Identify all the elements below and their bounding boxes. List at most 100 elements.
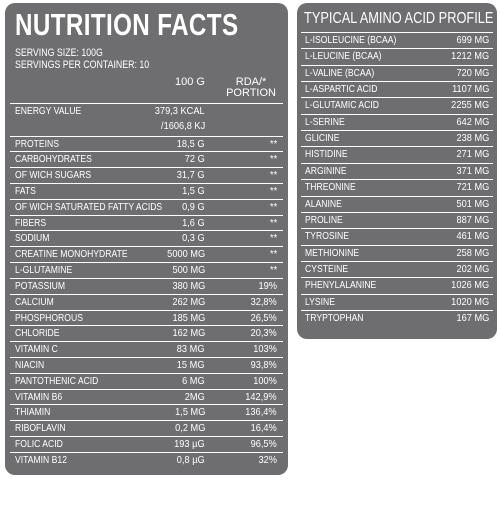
table-row: VITAMIN C 83 MG 103% <box>10 341 283 358</box>
row-name: ALANINE <box>305 197 342 210</box>
table-row: ALANINE 501 MG <box>301 195 493 213</box>
row-value: 162 MG <box>172 327 205 340</box>
column-header-rda-line1: RDA/* <box>235 76 267 88</box>
row-value: 500 MG <box>172 264 205 277</box>
nutrition-facts-title: NUTRITION FACTS <box>15 7 239 42</box>
row-name: VITAMIN B6 <box>15 390 63 403</box>
row-name: VITAMIN B12 <box>15 453 67 466</box>
row-name: FIBERS <box>15 216 47 229</box>
row-value: 31,7 G <box>177 169 205 182</box>
row-name: POTASSIUM <box>15 279 66 292</box>
row-rda: 100% <box>253 374 277 387</box>
row-name: L-GLUTAMIC ACID <box>305 99 379 112</box>
row-name: OF WICH SATURATED FATTY ACIDS <box>15 200 163 213</box>
table-row: VITAMIN B12 0,8 µG 32% <box>10 451 283 469</box>
row-value: 1107 MG <box>451 83 489 96</box>
row-rda: 32,8% <box>250 295 277 308</box>
row-rda: 26,5% <box>250 311 277 324</box>
table-row: LYSINE 1020 MG <box>301 293 493 311</box>
row-value: 167 MG <box>456 311 489 324</box>
row-value: 18,5 G <box>177 137 205 150</box>
table-row: L-GLUTAMIC ACID 2255 MG <box>301 97 493 114</box>
table-row: PROLINE 887 MG <box>301 211 493 229</box>
row-rda: ** <box>269 137 277 150</box>
row-value: 1,6 G <box>182 216 205 229</box>
row-name: OF WICH SUGARS <box>15 169 92 182</box>
row-value: 202 MG <box>456 262 489 275</box>
row-name: CHLORIDE <box>15 327 60 340</box>
row-name: L-ISOLEUCINE (BCAA) <box>305 34 397 46</box>
row-value: 2255 MG <box>450 99 489 112</box>
row-rda: ** <box>269 200 277 213</box>
row-rda: ** <box>269 153 277 166</box>
table-row: PHOSPHOROUS 185 MG 26,5% <box>10 309 283 327</box>
row-value: 642 MG <box>456 115 489 128</box>
row-name: L-SERINE <box>305 115 345 128</box>
row-name: PHENYLALANINE <box>305 279 377 292</box>
servings-per-container: SERVINGS PER CONTAINER: 10 <box>15 59 150 71</box>
row-name: PROLINE <box>305 213 343 226</box>
row-rda: 32% <box>258 453 277 466</box>
amino-acid-panel: TYPICAL AMINO ACID PROFILE L-ISOLEUCINE … <box>297 3 497 339</box>
row-value: 193 µG <box>174 438 205 451</box>
row-name: TRYPTOPHAN <box>305 311 364 324</box>
row-rda: 103% <box>253 343 277 356</box>
table-row: ARGININE 371 MG <box>301 162 493 180</box>
table-row: CALCIUM 262 MG 32,8% <box>10 293 283 311</box>
row-name: L-LEUCINE (BCAA) <box>305 50 382 63</box>
energy-row: ENERGY VALUE 379,3 KCAL /1606,8 KJ <box>10 103 283 134</box>
table-row: CREATINE MONOHYDRATE 5000 MG ** <box>10 246 283 263</box>
row-value: 1,5 MG <box>174 406 205 419</box>
row-value: 185 MG <box>172 311 205 324</box>
row-value: 271 MG <box>456 148 489 161</box>
row-name: NIACIN <box>15 358 45 371</box>
table-row: L-LEUCINE (BCAA) 1212 MG <box>301 48 493 65</box>
table-row: L-SERINE 642 MG <box>301 113 493 131</box>
row-value: 1026 MG <box>450 279 489 292</box>
table-row: SODIUM 0,3 G ** <box>10 230 283 247</box>
energy-kcal: 379,3 KCAL <box>155 105 205 117</box>
table-row: FOLIC ACID 193 µG 96,5% <box>10 436 283 453</box>
row-value: 1,5 G <box>182 184 205 197</box>
row-value: 15 MG <box>177 358 205 371</box>
row-name: SODIUM <box>15 232 50 245</box>
table-row: THREONINE 721 MG <box>301 179 493 196</box>
row-value: 699 MG <box>456 34 489 46</box>
row-value: 1212 MG <box>450 50 489 63</box>
row-name: FOLIC ACID <box>15 438 63 451</box>
column-header-rda: RDA/* PORTION <box>226 77 276 99</box>
row-value: 887 MG <box>456 213 489 226</box>
table-row: PANTOTHENIC ACID 6 MG 100% <box>10 372 283 390</box>
table-row: HISTIDINE 271 MG <box>301 146 493 163</box>
table-row: POTASSIUM 380 MG 19% <box>10 277 283 295</box>
table-row: L-VALINE (BCAA) 720 MG <box>301 64 493 82</box>
row-value: 83 MG <box>177 343 205 356</box>
table-row: OF WICH SUGARS 31,7 G ** <box>10 167 283 184</box>
row-value: 1020 MG <box>450 295 489 308</box>
row-name: RIBOFLAVIN <box>15 422 66 435</box>
row-value: 371 MG <box>456 164 489 177</box>
table-row: L-ASPARTIC ACID 1107 MG <box>301 81 493 98</box>
row-rda: 20,3% <box>250 327 277 340</box>
nutrition-facts-panel: NUTRITION FACTS SERVING SIZE: 100G SERVI… <box>5 3 288 475</box>
table-row: L-GLUTAMINE 500 MG ** <box>10 262 283 279</box>
row-name: LYSINE <box>305 295 335 308</box>
table-row: NIACIN 15 MG 93,8% <box>10 356 283 374</box>
table-row: TYROSINE 461 MG <box>301 228 493 245</box>
table-row: CARBOHYDRATES 72 G ** <box>10 151 283 168</box>
table-row: PHENYLALANINE 1026 MG <box>301 277 493 294</box>
row-rda: ** <box>269 184 277 197</box>
row-value: 721 MG <box>456 181 489 194</box>
row-rda: ** <box>269 216 277 229</box>
amino-acid-title: TYPICAL AMINO ACID PROFILE <box>304 10 494 27</box>
row-rda: 136,4% <box>245 406 277 419</box>
table-row: TRYPTOPHAN 167 MG <box>301 309 493 327</box>
row-name: CALCIUM <box>15 295 54 308</box>
energy-kj: /1606,8 KJ <box>160 120 205 132</box>
row-value: 6 MG <box>182 374 205 387</box>
row-name: THREONINE <box>305 181 356 194</box>
row-value: 72 G <box>184 153 205 166</box>
row-value: 0,3 G <box>182 232 205 245</box>
table-row: FATS 1,5 G ** <box>10 182 283 200</box>
table-row: GLICINE 238 MG <box>301 130 493 147</box>
